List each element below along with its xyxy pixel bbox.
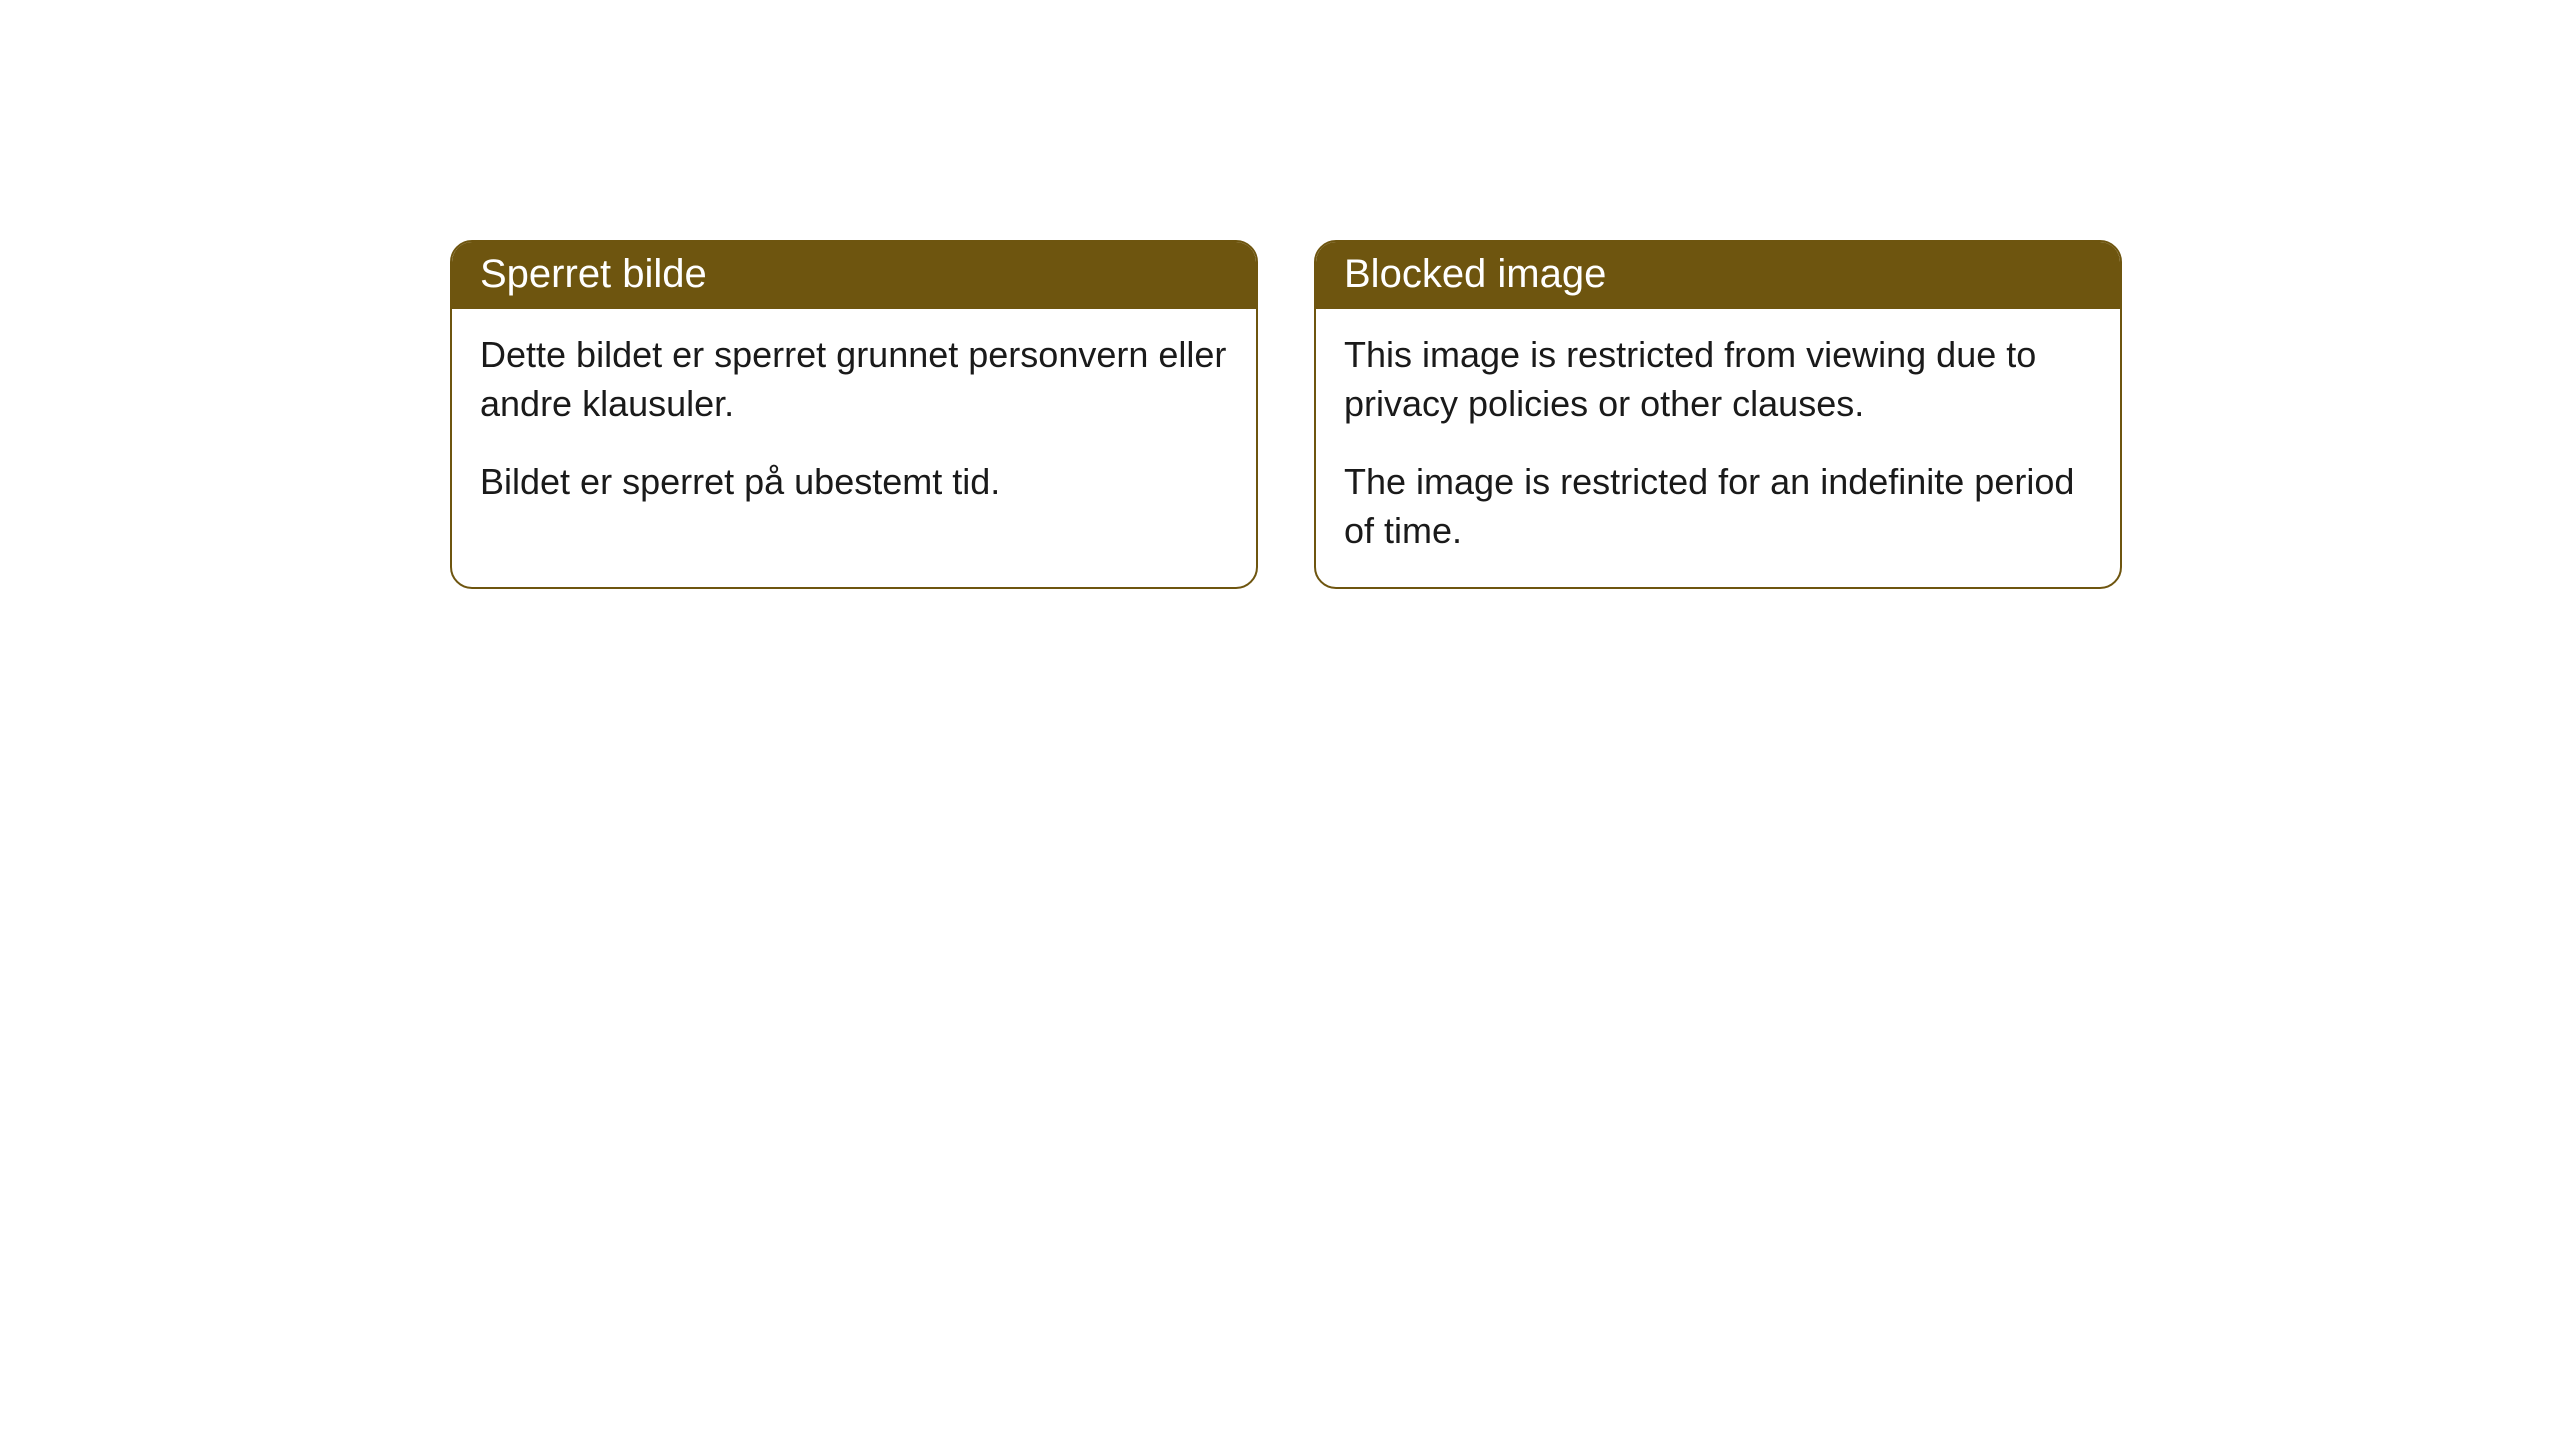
card-title: Blocked image [1344,252,1606,296]
blocked-image-card-english: Blocked image This image is restricted f… [1314,240,2122,589]
card-body-norwegian: Dette bildet er sperret grunnet personve… [452,309,1256,539]
card-title: Sperret bilde [480,252,707,296]
blocked-image-card-norwegian: Sperret bilde Dette bildet er sperret gr… [450,240,1258,589]
card-paragraph-2: The image is restricted for an indefinit… [1344,458,2092,555]
notice-container: Sperret bilde Dette bildet er sperret gr… [450,240,2122,589]
card-paragraph-2: Bildet er sperret på ubestemt tid. [480,458,1228,507]
card-header-norwegian: Sperret bilde [452,242,1256,309]
card-paragraph-1: Dette bildet er sperret grunnet personve… [480,331,1228,428]
card-header-english: Blocked image [1316,242,2120,309]
card-paragraph-1: This image is restricted from viewing du… [1344,331,2092,428]
card-body-english: This image is restricted from viewing du… [1316,309,2120,587]
